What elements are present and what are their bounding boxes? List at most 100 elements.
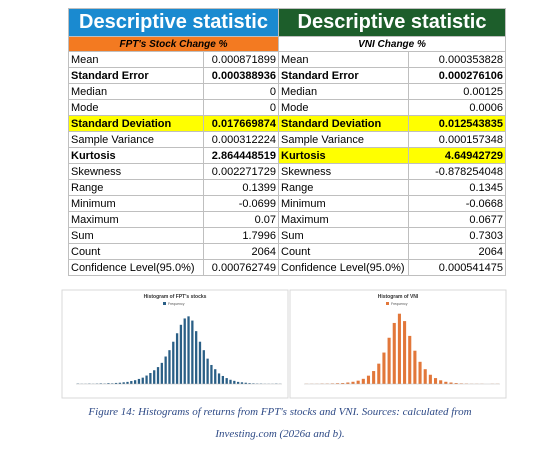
- stat-label: Mode: [278, 99, 409, 116]
- bar: [221, 375, 225, 384]
- bar: [195, 331, 198, 384]
- chart-title: Histogram of VNI: [378, 294, 419, 300]
- stat-label: Mode: [68, 99, 204, 116]
- stat-row: Maximum 0.0677: [278, 211, 507, 228]
- stat-label: Confidence Level(95.0%): [68, 259, 204, 276]
- bar: [214, 369, 217, 384]
- bar: [244, 382, 247, 384]
- bar: [149, 373, 152, 384]
- stat-value: 0.000871899: [202, 51, 280, 68]
- bar: [172, 341, 175, 384]
- bar: [387, 337, 391, 384]
- stat-row: Skewness 0.002271729: [68, 163, 280, 180]
- bar: [153, 370, 156, 384]
- bar: [229, 379, 232, 384]
- caption: Figure 14: Histograms of returns from FP…: [88, 406, 472, 418]
- bar: [346, 382, 350, 384]
- bar: [99, 383, 102, 384]
- bar: [341, 383, 345, 384]
- legend-label: Frequency: [168, 302, 185, 306]
- stat-label: Sample Variance: [278, 131, 409, 148]
- bar: [361, 378, 365, 384]
- stat-row: Skewness -0.878254048: [278, 163, 507, 180]
- bar: [133, 380, 137, 384]
- bar: [206, 358, 209, 384]
- bar: [126, 381, 129, 384]
- stat-label: Minimum: [68, 195, 204, 212]
- bar: [118, 382, 122, 384]
- stat-value: 0.002271729: [202, 163, 280, 180]
- stat-row: Kurtosis 2.864448519: [68, 147, 280, 164]
- bar: [217, 373, 221, 384]
- stat-row: Mode 0.0006: [278, 99, 507, 116]
- stat-row: Sum 1.7996: [68, 227, 280, 244]
- bar: [111, 383, 114, 384]
- bar: [408, 335, 412, 384]
- legend-label: Frequency: [391, 302, 408, 306]
- legend-swatch: [386, 302, 389, 305]
- stat-value: 2064: [202, 243, 280, 260]
- caption: Investing.com (2026a and b).: [215, 428, 345, 440]
- title-row: Descriptive statistic: [277, 8, 507, 37]
- bar: [366, 375, 371, 384]
- stat-value: 2.864448519: [202, 147, 280, 164]
- stat-row: Minimum -0.0668: [278, 195, 507, 212]
- bar: [168, 350, 171, 384]
- stat-value: 0.000762749: [202, 259, 280, 276]
- bar: [459, 383, 463, 384]
- chart-title: Histogram of FPT's stocks: [144, 294, 207, 300]
- bar: [335, 383, 340, 384]
- stat-row: Confidence Level(95.0%) 0.000762749: [68, 259, 280, 276]
- table-title: Descriptive statistic: [67, 8, 280, 37]
- bar: [130, 381, 133, 384]
- stat-label: Kurtosis: [278, 147, 409, 164]
- bar: [428, 374, 432, 384]
- stat-row: Confidence Level(95.0%) 0.000541475: [278, 259, 507, 276]
- bar: [183, 318, 186, 384]
- bar: [449, 382, 453, 384]
- bar: [225, 378, 228, 384]
- stats-table: Descriptive statistic FPT's Stock Change …: [67, 8, 280, 276]
- bar: [433, 378, 438, 384]
- stat-value: 0.7303: [407, 227, 507, 244]
- chart-frame: [61, 289, 289, 399]
- stat-row: Mean 0.000353828: [278, 51, 507, 68]
- bar: [397, 313, 401, 384]
- stat-value: 0.000353828: [407, 51, 507, 68]
- stat-label: Skewness: [278, 163, 409, 180]
- bar: [418, 361, 422, 384]
- stat-value: 0.000541475: [407, 259, 507, 276]
- bar: [330, 383, 334, 384]
- bar: [191, 320, 194, 384]
- bar: [236, 381, 240, 384]
- bar: [454, 383, 458, 384]
- bar: [423, 369, 427, 384]
- bar: [160, 362, 163, 384]
- stat-value: 0.017669874: [202, 115, 280, 132]
- stat-label: Confidence Level(95.0%): [278, 259, 409, 276]
- bar: [164, 356, 167, 384]
- stat-row: Mean 0.000871899: [68, 51, 280, 68]
- stat-row: Sum 0.7303: [278, 227, 507, 244]
- bar: [233, 380, 236, 384]
- bar: [107, 383, 110, 384]
- legend-swatch: [163, 302, 166, 305]
- bar: [356, 380, 360, 384]
- stat-row: Count 2064: [278, 243, 507, 260]
- bar: [372, 371, 376, 384]
- stat-value: 0.0006: [407, 99, 507, 116]
- stat-row: Kurtosis 4.64942729: [278, 147, 507, 164]
- title-row: Descriptive statistic: [67, 8, 280, 37]
- bar: [403, 321, 407, 384]
- bar: [187, 316, 190, 384]
- bar: [413, 350, 417, 384]
- bar: [252, 383, 255, 384]
- bar: [175, 333, 179, 384]
- stat-row: Range 0.1345: [278, 179, 507, 196]
- stat-row: Minimum -0.0699: [68, 195, 280, 212]
- stats-table: Descriptive statistic VNI Change % Mean 0.0…: [277, 8, 507, 276]
- stat-row: Standard Deviation 0.012543835: [278, 115, 507, 132]
- stat-row: Standard Deviation 0.017669874: [68, 115, 280, 132]
- bar: [198, 341, 202, 384]
